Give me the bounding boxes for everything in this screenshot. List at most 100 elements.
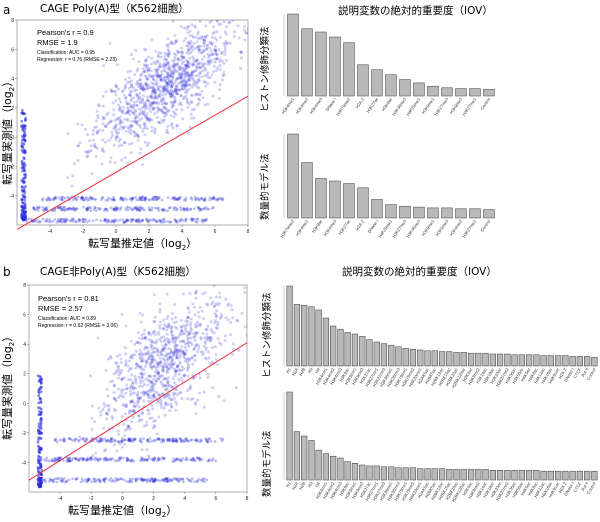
- scatter-floor-point: [200, 457, 204, 461]
- scatter-point: [214, 49, 218, 53]
- scatter-point: [223, 339, 227, 342]
- scatter-a-pearson: Pearson's r = 0.9: [37, 28, 94, 37]
- scatter-floor-point: [93, 206, 97, 210]
- scatter-floor-point: [50, 459, 54, 463]
- scatter-point: [152, 365, 156, 368]
- scatter-floor-point: [96, 458, 100, 462]
- scatter-point: [140, 375, 144, 379]
- scatter-floor-point: [173, 218, 177, 222]
- scatter-floor-point: [139, 437, 142, 441]
- scatter-floor-point: [81, 479, 85, 483]
- scatter-point: [213, 57, 216, 61]
- scatter-floor-point: [95, 218, 98, 222]
- scatter-point: [166, 37, 170, 40]
- scatter-floor-point: [133, 437, 137, 441]
- scatter-point: [197, 92, 201, 96]
- bar: [315, 178, 327, 219]
- scatter-floor-point: [152, 459, 156, 463]
- scatter-point: [160, 109, 164, 112]
- scatter-floor-point: [71, 217, 74, 221]
- scatter-floor-point: [201, 218, 204, 222]
- scatter-point: [180, 71, 184, 75]
- scatter-point: [171, 110, 175, 113]
- scatter-point: [214, 326, 218, 330]
- scatter-point: [197, 37, 201, 41]
- scatter-point: [132, 57, 136, 61]
- scatter-point: [116, 116, 120, 120]
- scatter-floor-point: [86, 456, 89, 460]
- scatter-point: [192, 41, 196, 45]
- scatter-floor-point: [118, 208, 122, 212]
- scatter-floor-point: [184, 458, 188, 462]
- scatter-point: [116, 364, 120, 368]
- scatter-point: [130, 141, 134, 145]
- scatter-point: [177, 88, 181, 92]
- scatter-b-ylabel: 転写量実測値（log2）: [0, 331, 16, 440]
- scatter-floor-point: [76, 459, 80, 462]
- scatter-point: [231, 316, 235, 320]
- scatter-point: [171, 336, 175, 340]
- scatter-point: [116, 429, 120, 433]
- scatter-floor-point: [109, 477, 113, 480]
- bar-label: Pol II: [580, 367, 589, 378]
- scatter-point: [180, 54, 184, 58]
- bar: [409, 348, 417, 367]
- scatter-point: [159, 339, 163, 343]
- scatter-floor-point: [129, 439, 133, 443]
- scatter-point: [185, 334, 189, 337]
- scatter-point: [139, 73, 143, 77]
- scatter-point: [175, 40, 178, 44]
- scatter-point: [132, 100, 136, 104]
- scatter-point: [162, 85, 166, 89]
- scatter-point: [192, 107, 196, 111]
- scatter-point: [184, 58, 188, 62]
- scatter-point: [163, 92, 167, 96]
- scatter-point: [170, 81, 173, 85]
- scatter-point: [159, 353, 163, 357]
- scatter-floor-point: [107, 196, 111, 200]
- scatter-point: [133, 119, 137, 123]
- scatter-point: [110, 89, 114, 93]
- scatter-point: [201, 50, 204, 54]
- scatter-point: [166, 85, 170, 89]
- y-tick-label: 0: [23, 401, 26, 407]
- scatter-point: [148, 375, 152, 379]
- scatter-point: [117, 127, 121, 131]
- scatter-point: [186, 105, 190, 109]
- scatter-floor-point: [129, 438, 132, 442]
- scatter-floor-point: [189, 208, 192, 211]
- scatter-point: [156, 68, 160, 72]
- scatter-point: [146, 87, 150, 90]
- scatter-point: [147, 331, 151, 335]
- scatter-point: [150, 129, 154, 133]
- scatter-floor-point: [38, 220, 41, 224]
- scatter-point: [209, 296, 212, 300]
- scatter-point: [126, 425, 130, 429]
- scatter-floor-point: [140, 457, 144, 461]
- scatter-point: [110, 130, 114, 134]
- scatter-point: [222, 70, 226, 74]
- bar: [373, 341, 380, 367]
- scatter-point: [212, 30, 216, 34]
- scatter-point: [174, 39, 178, 43]
- scatter-strip-point: [36, 428, 40, 432]
- scatter-floor-point: [152, 456, 156, 460]
- scatter-floor-point: [197, 206, 201, 210]
- scatter-point: [207, 60, 210, 64]
- scatter-point: [164, 363, 168, 367]
- scatter-point: [168, 52, 171, 56]
- scatter-point: [128, 113, 132, 116]
- scatter-point: [145, 359, 149, 363]
- bar: [286, 285, 293, 367]
- scatter-floor-point: [198, 207, 202, 211]
- scatter-point: [182, 373, 186, 377]
- scatter-floor-point: [193, 195, 197, 199]
- scatter-floor-point: [102, 479, 106, 482]
- scatter-floor-point: [72, 208, 76, 211]
- scatter-point: [137, 118, 141, 122]
- scatter-floor-point: [66, 459, 70, 463]
- bar: [511, 354, 518, 367]
- scatter-point: [186, 60, 190, 64]
- scatter-floor-point: [157, 206, 161, 210]
- scatter-point: [218, 341, 222, 345]
